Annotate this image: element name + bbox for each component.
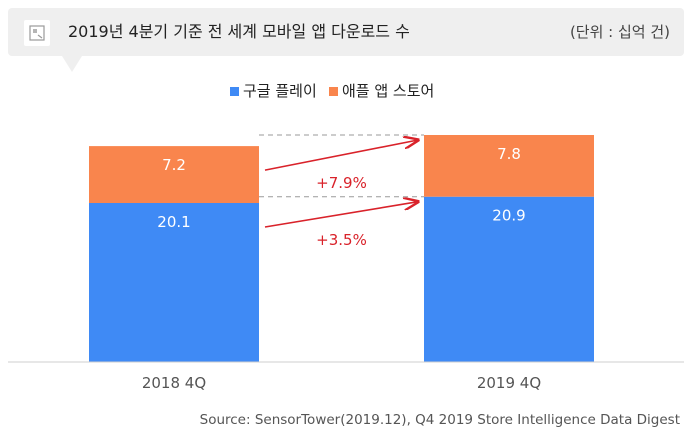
legend: 구글 플레이 애플 앱 스토어	[230, 82, 434, 100]
x-tick-label: 2018 4Q	[142, 374, 206, 392]
header-callout-tail	[62, 56, 82, 72]
bar-app-store-2	[424, 135, 594, 197]
value-label: 20.1	[157, 213, 190, 231]
value-label: 7.2	[162, 156, 186, 174]
x-tick-labels: 2018 4Q 2019 4Q	[142, 374, 541, 392]
chart-header: 2019년 4분기 기준 전 세계 모바일 앱 다운로드 수 (단위 : 십억 …	[8, 8, 684, 56]
legend-label: 애플 앱 스토어	[342, 82, 434, 100]
bar-google-play-2	[424, 196, 594, 362]
growth-label: +7.9%	[316, 174, 367, 192]
bar-google-play-1	[89, 203, 259, 362]
comparison-lines: +7.9% +3.5%	[259, 134, 424, 249]
logo-icon	[24, 20, 50, 46]
bars: 20.1 7.2 20.9 7.8	[89, 135, 594, 362]
growth-arrow	[264, 202, 418, 228]
source-note: Source: SensorTower(2019.12), Q4 2019 St…	[199, 412, 680, 428]
unit-label: (단위 : 십억 건)	[569, 23, 670, 41]
growth-label: +3.5%	[316, 231, 367, 249]
chart-title: 2019년 4분기 기준 전 세계 모바일 앱 다운로드 수	[68, 22, 410, 41]
bar-app-store-1	[89, 146, 259, 203]
value-label: 7.8	[497, 145, 521, 163]
legend-label: 구글 플레이	[243, 82, 317, 100]
value-label: 20.9	[492, 207, 525, 225]
legend-swatch	[329, 87, 338, 96]
legend-swatch	[230, 87, 239, 96]
x-tick-label: 2019 4Q	[477, 374, 541, 392]
growth-arrow	[264, 140, 418, 171]
